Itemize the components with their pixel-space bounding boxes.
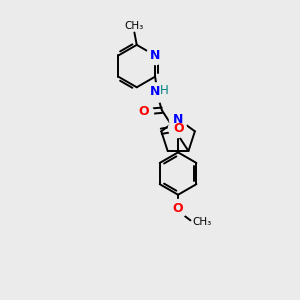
Text: O: O: [138, 105, 149, 118]
Text: H: H: [160, 84, 168, 97]
Text: N: N: [173, 112, 183, 126]
Text: N: N: [150, 85, 161, 98]
Text: N: N: [150, 49, 160, 62]
Text: CH₃: CH₃: [125, 21, 144, 31]
Text: O: O: [174, 122, 184, 135]
Text: CH₃: CH₃: [193, 217, 212, 227]
Text: O: O: [173, 202, 183, 214]
